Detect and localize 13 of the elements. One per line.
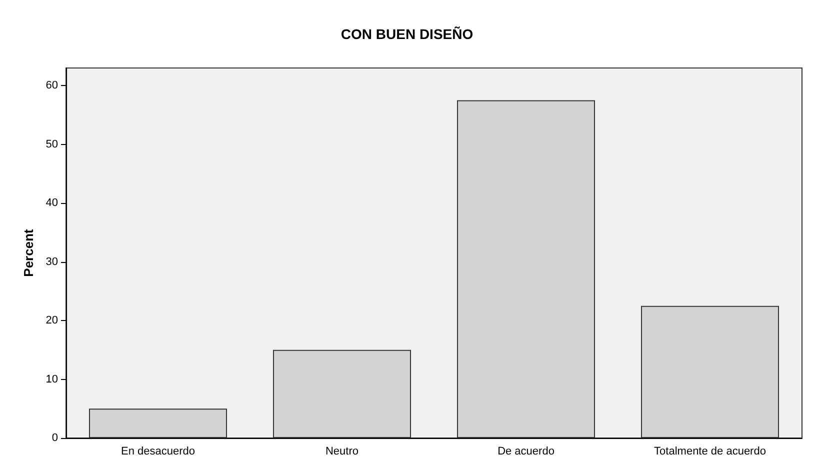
y-axis-title: Percent [20,228,36,277]
x-tick-label: Neutro [325,446,359,458]
chart-title: CON BUEN DISEÑO [340,26,474,42]
y-tick-label: 30 [46,256,58,268]
y-tick-label: 10 [46,373,58,386]
x-tick-label: En desacuerdo [121,446,195,458]
y-tick-label: 40 [46,197,58,210]
x-tick-label: De acuerdo [498,446,554,458]
y-tick-label: 0 [52,432,58,444]
x-tick-label: Totalmente de acuerdo [654,446,766,458]
y-tick-label: 20 [46,314,58,327]
y-tick-label: 60 [46,80,58,92]
y-tick-label: 50 [46,138,58,150]
